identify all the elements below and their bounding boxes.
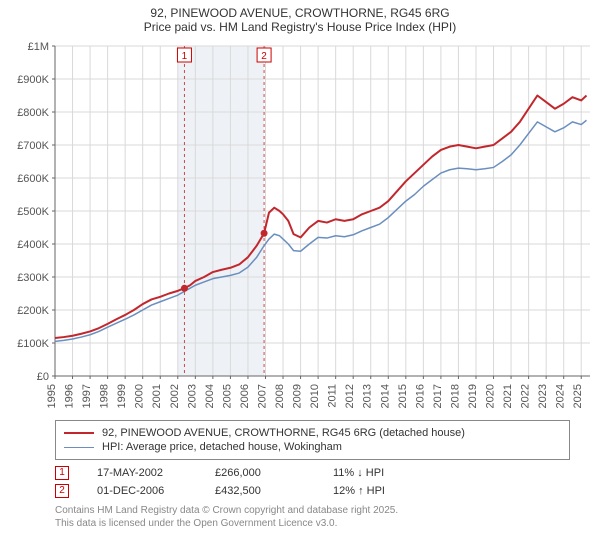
svg-text:2015: 2015 [397,384,409,408]
svg-text:2024: 2024 [555,384,567,408]
svg-text:2004: 2004 [204,384,216,408]
svg-text:2017: 2017 [432,384,444,408]
title-line-1: 92, PINEWOOD AVENUE, CROWTHORNE, RG45 6R… [0,6,600,20]
svg-text:£400K: £400K [17,239,49,251]
svg-text:2016: 2016 [414,384,426,408]
data-point-diff: 12% ↑ HPI [333,485,423,497]
svg-text:£600K: £600K [17,173,49,185]
svg-text:1999: 1999 [116,384,128,408]
svg-text:2003: 2003 [186,384,198,408]
svg-text:2021: 2021 [502,384,514,408]
legend-swatch-price-paid [64,432,94,434]
chart-container: 92, PINEWOOD AVENUE, CROWTHORNE, RG45 6R… [0,0,600,530]
svg-text:2012: 2012 [344,384,356,408]
footnote: Contains HM Land Registry data © Crown c… [55,504,570,530]
svg-text:1995: 1995 [46,384,58,408]
svg-text:2007: 2007 [256,384,268,408]
data-point-row: 1 17-MAY-2002 £266,000 11% ↓ HPI [55,466,570,480]
data-point-marker: 2 [55,484,69,498]
chart-area: £0 £100K £200K £300K £400K £500K £600K £700K £80… [0,36,600,416]
svg-text:£100K: £100K [17,338,49,350]
svg-text:2005: 2005 [221,384,233,408]
svg-text:£300K: £300K [17,272,49,284]
svg-text:1998: 1998 [99,384,111,408]
data-point-price: £432,500 [215,485,305,497]
svg-text:2009: 2009 [292,384,304,408]
data-point-marker: 1 [55,466,69,480]
data-point-row: 2 01-DEC-2006 £432,500 12% ↑ HPI [55,484,570,498]
svg-text:2000: 2000 [134,384,146,408]
data-point-price: £266,000 [215,467,305,479]
legend-label-hpi: HPI: Average price, detached house, Woki… [102,441,342,453]
svg-text:£0: £0 [37,371,49,383]
svg-text:2019: 2019 [467,384,479,408]
data-point-date: 17-MAY-2002 [97,467,187,479]
svg-text:2022: 2022 [520,384,532,408]
legend-item-price-paid: 92, PINEWOOD AVENUE, CROWTHORNE, RG45 6R… [64,427,561,439]
svg-text:£500K: £500K [17,206,49,218]
footnote-line-1: Contains HM Land Registry data © Crown c… [55,504,570,517]
title-block: 92, PINEWOOD AVENUE, CROWTHORNE, RG45 6R… [0,0,600,36]
svg-text:£800K: £800K [17,107,49,119]
svg-text:2010: 2010 [309,384,321,408]
svg-text:£200K: £200K [17,305,49,317]
svg-text:£1M: £1M [28,41,49,53]
svg-text:1997: 1997 [81,384,93,408]
legend: 92, PINEWOOD AVENUE, CROWTHORNE, RG45 6R… [55,420,570,460]
svg-text:2018: 2018 [449,384,461,408]
svg-text:2013: 2013 [362,384,374,408]
data-point-date: 01-DEC-2006 [97,485,187,497]
legend-label-price-paid: 92, PINEWOOD AVENUE, CROWTHORNE, RG45 6R… [102,427,465,439]
data-point-diff: 11% ↓ HPI [333,467,423,479]
chart-svg: £0 £100K £200K £300K £400K £500K £600K £700K £80… [0,36,600,416]
svg-text:2011: 2011 [327,384,339,408]
legend-item-hpi: HPI: Average price, detached house, Woki… [64,441,561,453]
svg-text:2001: 2001 [151,384,163,408]
svg-text:1996: 1996 [64,384,76,408]
svg-text:2023: 2023 [537,384,549,408]
footnote-line-2: This data is licensed under the Open Gov… [55,517,570,530]
svg-text:2014: 2014 [379,384,391,408]
title-line-2: Price paid vs. HM Land Registry's House … [0,20,600,34]
svg-text:1: 1 [182,51,188,62]
svg-text:2: 2 [261,51,267,62]
svg-text:£700K: £700K [17,140,49,152]
svg-text:2006: 2006 [239,384,251,408]
svg-text:2025: 2025 [572,384,584,408]
svg-text:2020: 2020 [485,384,497,408]
legend-swatch-hpi [64,447,94,448]
svg-text:2008: 2008 [274,384,286,408]
svg-text:£900K: £900K [17,74,49,86]
data-point-table: 1 17-MAY-2002 £266,000 11% ↓ HPI 2 01-DE… [55,466,570,498]
svg-text:2002: 2002 [169,384,181,408]
